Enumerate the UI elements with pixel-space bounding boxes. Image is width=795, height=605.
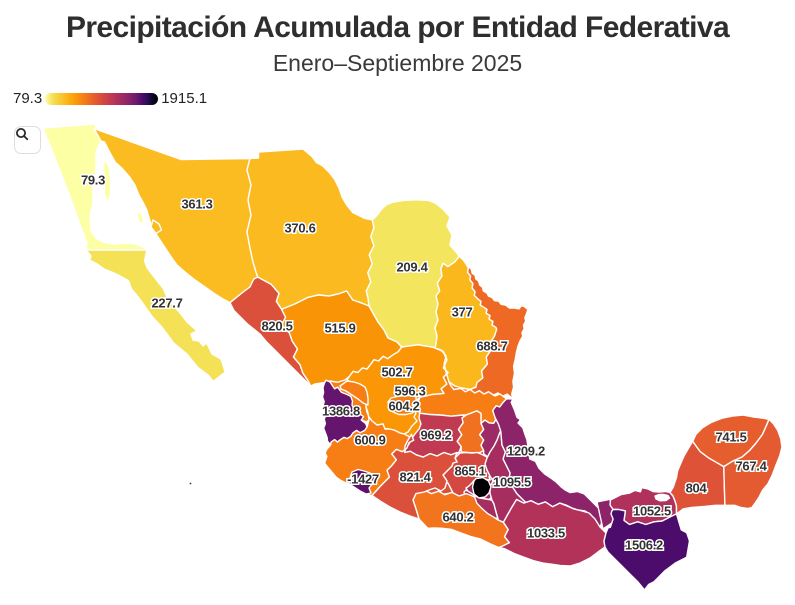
svg-text:515.9: 515.9 [324,321,355,336]
svg-text:227.7: 227.7 [151,296,182,311]
svg-text:361.3: 361.3 [181,197,212,212]
svg-text:865.1: 865.1 [454,464,485,479]
svg-text:1506.2: 1506.2 [625,538,663,553]
svg-text:502.7: 502.7 [381,365,412,380]
svg-text:1052.5: 1052.5 [633,504,671,519]
svg-text:1386.8: 1386.8 [322,404,360,419]
svg-text:370.6: 370.6 [284,221,315,236]
svg-text:377: 377 [452,305,473,320]
svg-text:209.4: 209.4 [396,260,428,275]
svg-text:688.7: 688.7 [476,339,507,354]
svg-text:604.2: 604.2 [388,399,419,414]
svg-text:804: 804 [686,481,708,496]
svg-text:-1427: -1427 [347,472,379,487]
svg-text:969.2: 969.2 [420,428,451,443]
svg-text:600.9: 600.9 [354,433,385,448]
svg-text:1033.5: 1033.5 [527,526,565,541]
svg-text:1095.5: 1095.5 [493,475,531,490]
svg-text:596.3: 596.3 [394,384,425,399]
svg-text:821.4: 821.4 [399,470,431,485]
svg-text:640.2: 640.2 [442,510,473,525]
svg-text:820.5: 820.5 [261,319,292,334]
svg-text:741.5: 741.5 [715,430,746,445]
svg-text:1209.2: 1209.2 [507,444,545,459]
svg-text:79.3: 79.3 [81,173,105,188]
svg-text:767.4: 767.4 [735,459,767,474]
